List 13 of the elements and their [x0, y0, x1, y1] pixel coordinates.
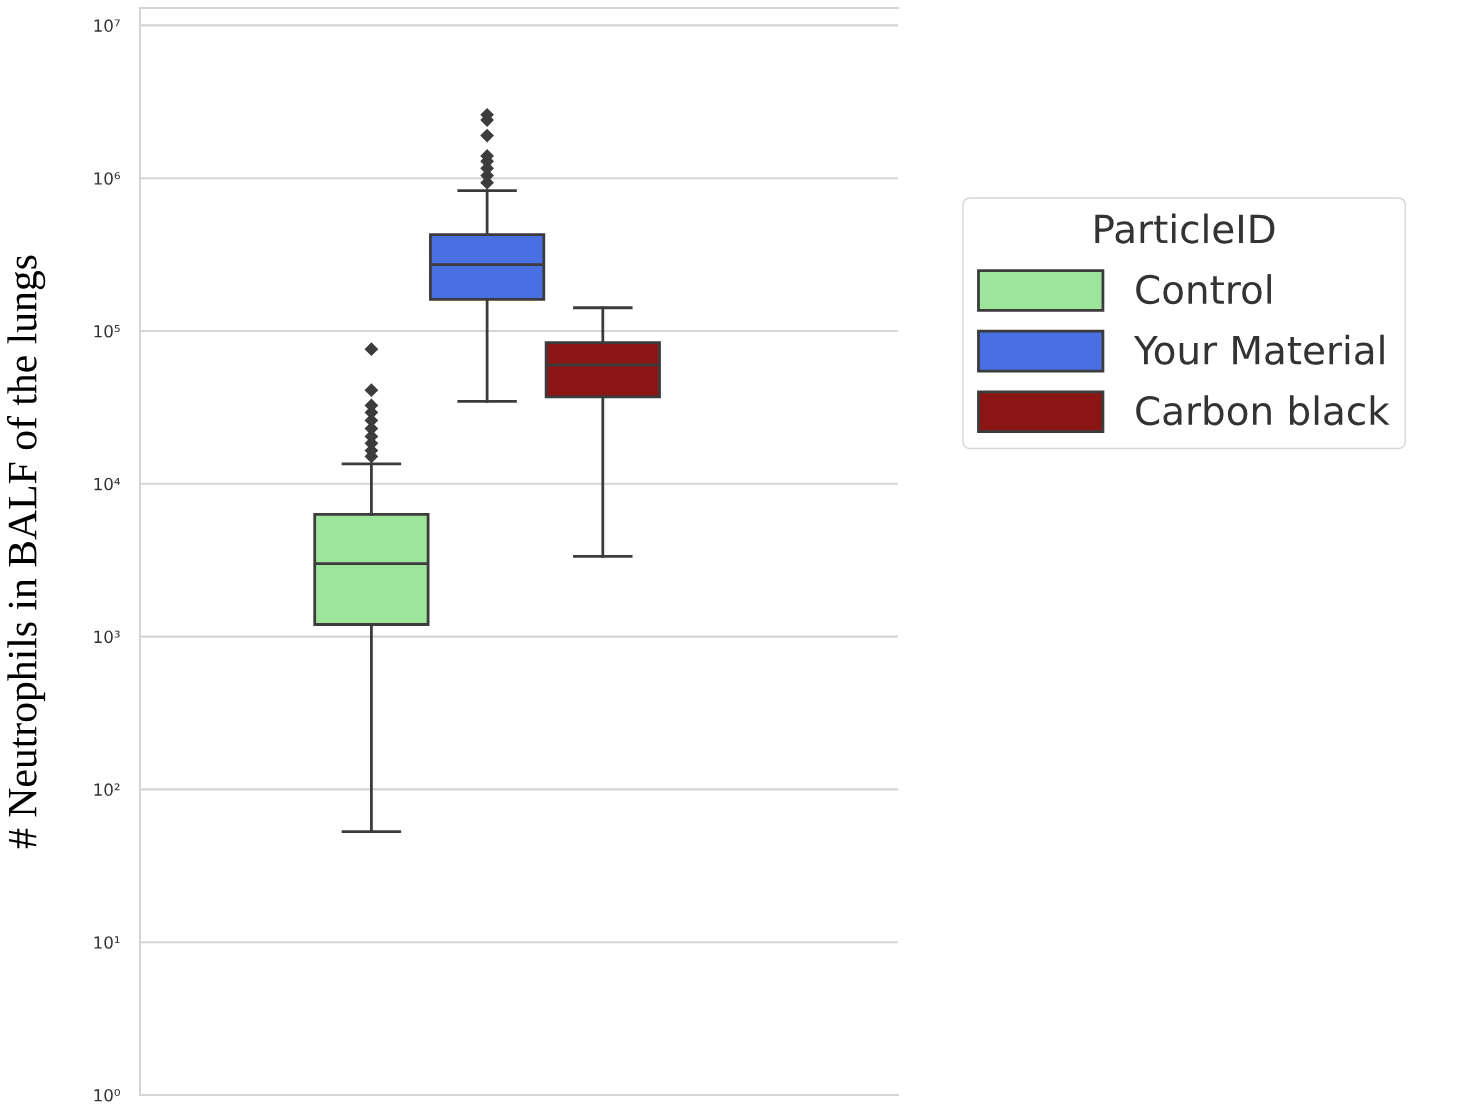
y-tick-label: 10⁰ [94, 1088, 120, 1102]
y-tick-label: 10³ [94, 630, 120, 644]
legend-label: Control [1136, 274, 1271, 305]
y-axis-title: # Neutrophils in BALF of the lungs [6, 255, 46, 849]
y-tick-label: 10¹ [94, 936, 120, 949]
y-tick-label: 10⁷ [94, 19, 120, 32]
y-tick-label: 10² [94, 783, 120, 796]
legend-label: Your Material [1133, 334, 1384, 365]
legend-label: Carbon black [1136, 395, 1390, 426]
y-tick-label: 10⁶ [94, 172, 121, 185]
y-tick-label: 10⁴ [94, 477, 121, 491]
y-tick-label: 10⁵ [94, 324, 120, 338]
legend-title: ParticleID [1095, 213, 1275, 244]
